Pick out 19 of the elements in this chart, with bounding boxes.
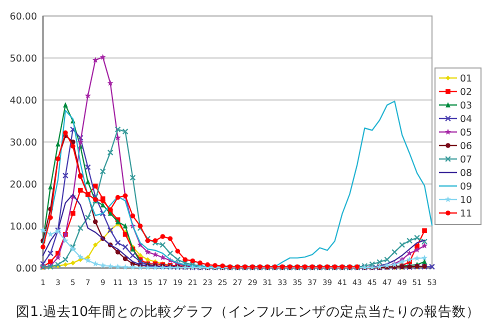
legend-label: 06: [460, 141, 472, 152]
y-tick-label: 30.00: [10, 138, 37, 148]
text: 図1.過去10年間との比較グラフ（インフルエンザの定点当たりの報告数）: [16, 304, 480, 320]
legend-label: 10: [460, 195, 472, 206]
y-tick-label: 60.00: [10, 12, 37, 22]
y-tick-label: 40.00: [10, 96, 37, 106]
y-tick-label: 10.00: [10, 222, 37, 232]
legend-label: 01: [460, 74, 472, 84]
y-tick-label: 0.00: [16, 264, 37, 274]
legend-label: 09: [460, 182, 472, 192]
legend-label: 08: [460, 168, 472, 179]
y-tick-label: 50.00: [10, 54, 37, 64]
legend-label: 11: [460, 208, 472, 220]
y-tick-label: 20.00: [10, 180, 37, 190]
legend-label: 03: [460, 100, 472, 112]
legend-label: 07: [460, 154, 472, 166]
legend-label: 02: [460, 87, 472, 98]
legend-label: 04: [460, 114, 472, 125]
legend-label: 05: [460, 128, 472, 138]
